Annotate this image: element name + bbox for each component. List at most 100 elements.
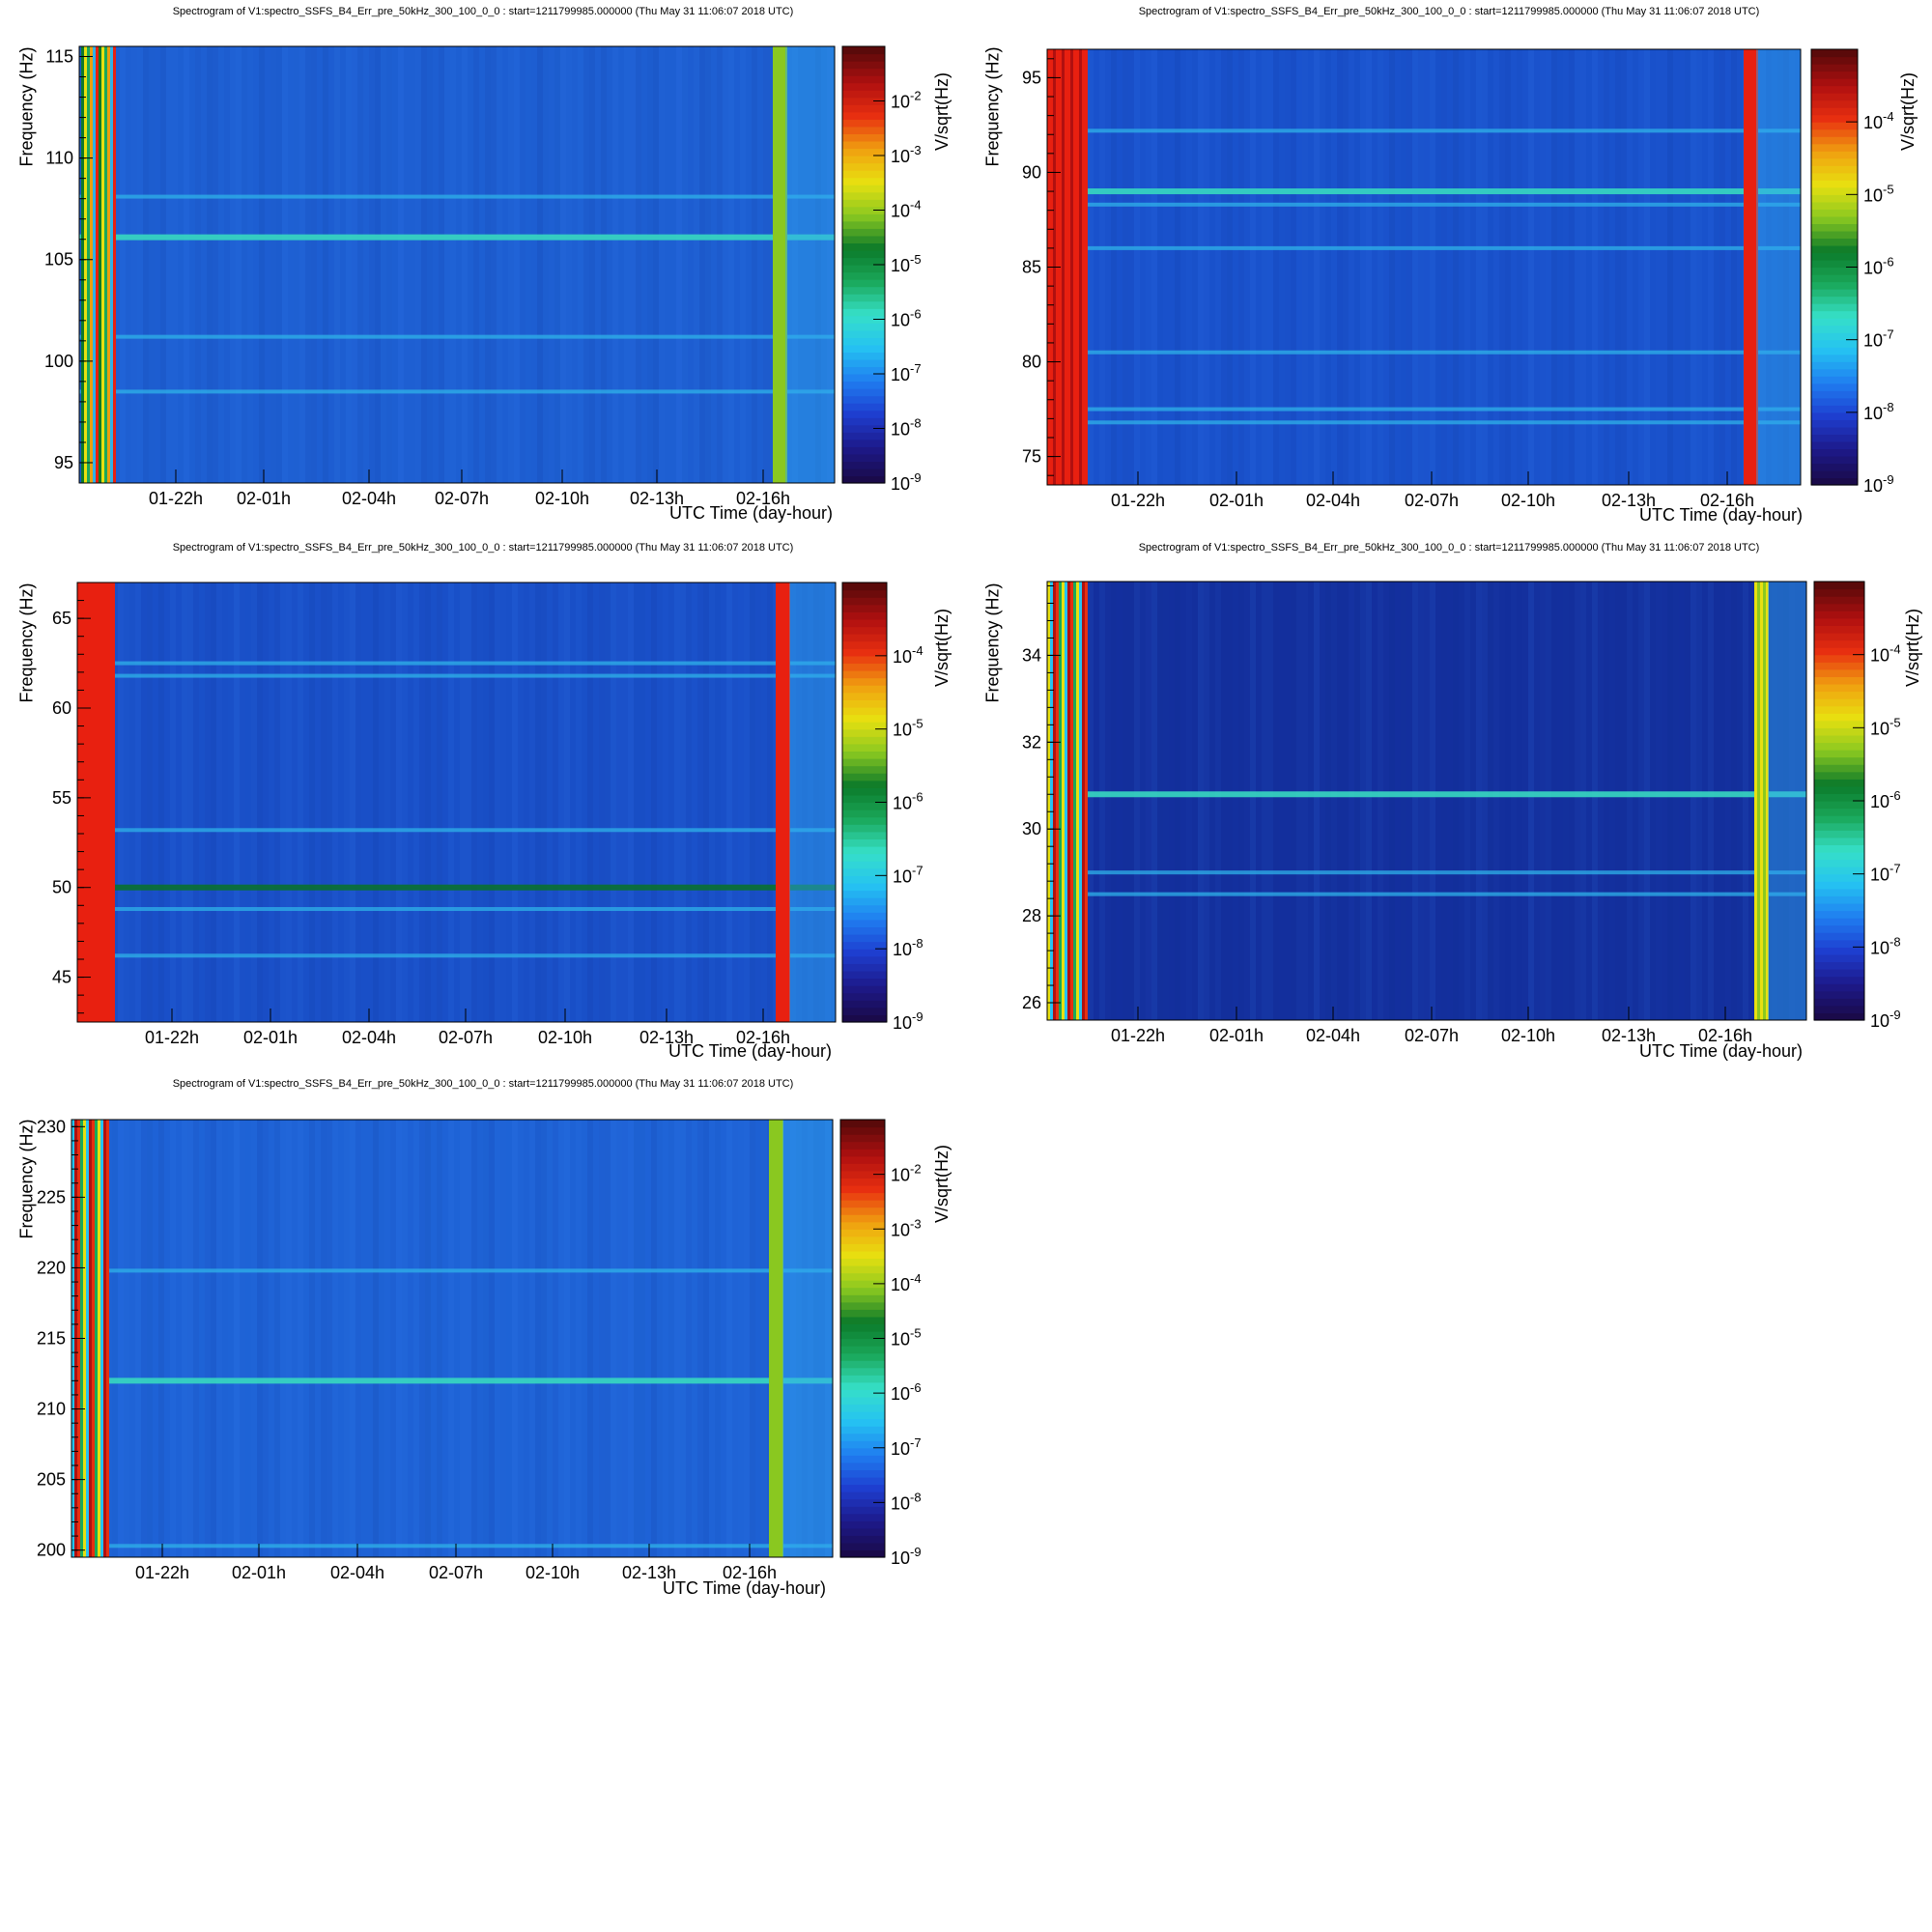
colorbar-segment [1814,1005,1864,1014]
spectral-line [77,673,836,678]
colorbar-segment [842,61,885,70]
texture-column [1783,582,1789,1020]
texture-column [448,582,454,1022]
colorbar-segment [842,90,885,99]
colorbar-segment [842,758,887,767]
colorbar-segment [840,1170,885,1179]
texture-column [558,582,564,1022]
colorbar-segment [842,794,887,804]
spectral-line [1047,188,1801,195]
texture-column [363,46,369,483]
texture-column [124,1120,129,1557]
texture-column [1378,49,1383,485]
texture-column [454,1120,460,1557]
spectrogram-svg: 45 50 55 60 65 01-22h 02-01h 02-04h 02-07h 02-10h… [52,582,923,1047]
colorbar-segment [842,228,885,237]
texture-column [182,582,187,1022]
glitch-stripe [1073,49,1076,485]
colorbar-segment [1814,969,1864,978]
y-tick-label: 85 [1022,258,1041,277]
colorbar-segment [1811,267,1858,275]
texture-column [1499,582,1505,1020]
colorbar-segment [840,1506,885,1515]
glitch-stripe [1065,49,1067,485]
colorbar-segment [1814,582,1864,590]
colorbar-segment [842,699,887,708]
glitch-stripe [779,582,781,1022]
texture-column [1488,49,1493,485]
texture-column [1505,582,1511,1020]
texture-column [1256,582,1262,1020]
colorbar-segment [842,271,885,280]
colorbar-segment [842,111,885,120]
colorbar-segment [842,978,887,986]
colorbar-segment [842,424,885,433]
colorbar-tick-label: 10-4 [1863,109,1894,132]
tail-region [1756,49,1801,485]
colorbar-segment [842,648,887,657]
texture-column [512,582,518,1022]
x-tick-label: 02-04h [1306,1026,1360,1045]
texture-column [398,46,404,483]
x-tick-label: 02-01h [1209,1026,1264,1045]
texture-column [1685,582,1690,1020]
texture-column [1383,582,1389,1020]
texture-column [1279,582,1285,1020]
colorbar-segment [840,1484,885,1492]
colorbar-segment [842,323,885,331]
texture-column [1534,49,1540,485]
texture-column [630,46,636,483]
x-tick-label: 02-13h [630,489,684,508]
texture-column [1714,582,1719,1020]
texture-column [1725,49,1731,485]
colorbar-segment [842,337,885,346]
x-tick-label: 02-07h [429,1563,483,1582]
colorbar-segment [842,1000,887,1009]
colorbar-segment [1814,990,1864,999]
colorbar-segment [1811,390,1858,399]
colorbar-segment [1814,939,1864,948]
texture-column [1099,49,1105,485]
texture-column [211,582,216,1022]
texture-column [170,1120,176,1557]
texture-column [1540,582,1546,1020]
texture-column [558,1120,564,1557]
y-tick-label: 220 [37,1258,66,1277]
x-axis-label: UTC Time (day-hour) [663,1578,827,1598]
texture-column [328,46,334,483]
y-axis-label: Frequency (Hz) [16,46,37,167]
texture-column [790,582,796,1022]
spectral-line [1047,892,1806,896]
y-tick-label: 65 [52,609,71,628]
texture-column [466,1120,471,1557]
texture-column [506,1120,512,1557]
colorbar-segment [842,381,885,389]
texture-column [1221,582,1227,1020]
texture-column [1540,49,1546,485]
texture-column [703,1120,709,1557]
glitch-stripe [781,46,784,483]
texture-column [1667,49,1673,485]
texture-column [665,46,670,483]
colorbar-segment [840,1316,885,1324]
texture-column [1151,582,1157,1020]
texture-column [1296,49,1302,485]
texture-column [315,1120,321,1557]
spectral-line [1047,791,1806,798]
texture-column [1441,582,1447,1020]
texture-column [611,1120,616,1557]
texture-column [1656,582,1662,1020]
colorbar-segment [842,824,887,833]
texture-column [564,582,570,1022]
texture-column [1238,49,1244,485]
texture-column [1435,49,1441,485]
texture-column [1621,582,1627,1020]
colorbar-segment [842,249,885,259]
texture-column [1482,582,1488,1020]
texture-column [535,582,541,1022]
texture-column [126,46,131,483]
texture-column [750,582,755,1022]
colorbar-segment [840,1120,885,1128]
texture-column [1221,49,1227,485]
y-tick-label: 95 [54,453,73,472]
